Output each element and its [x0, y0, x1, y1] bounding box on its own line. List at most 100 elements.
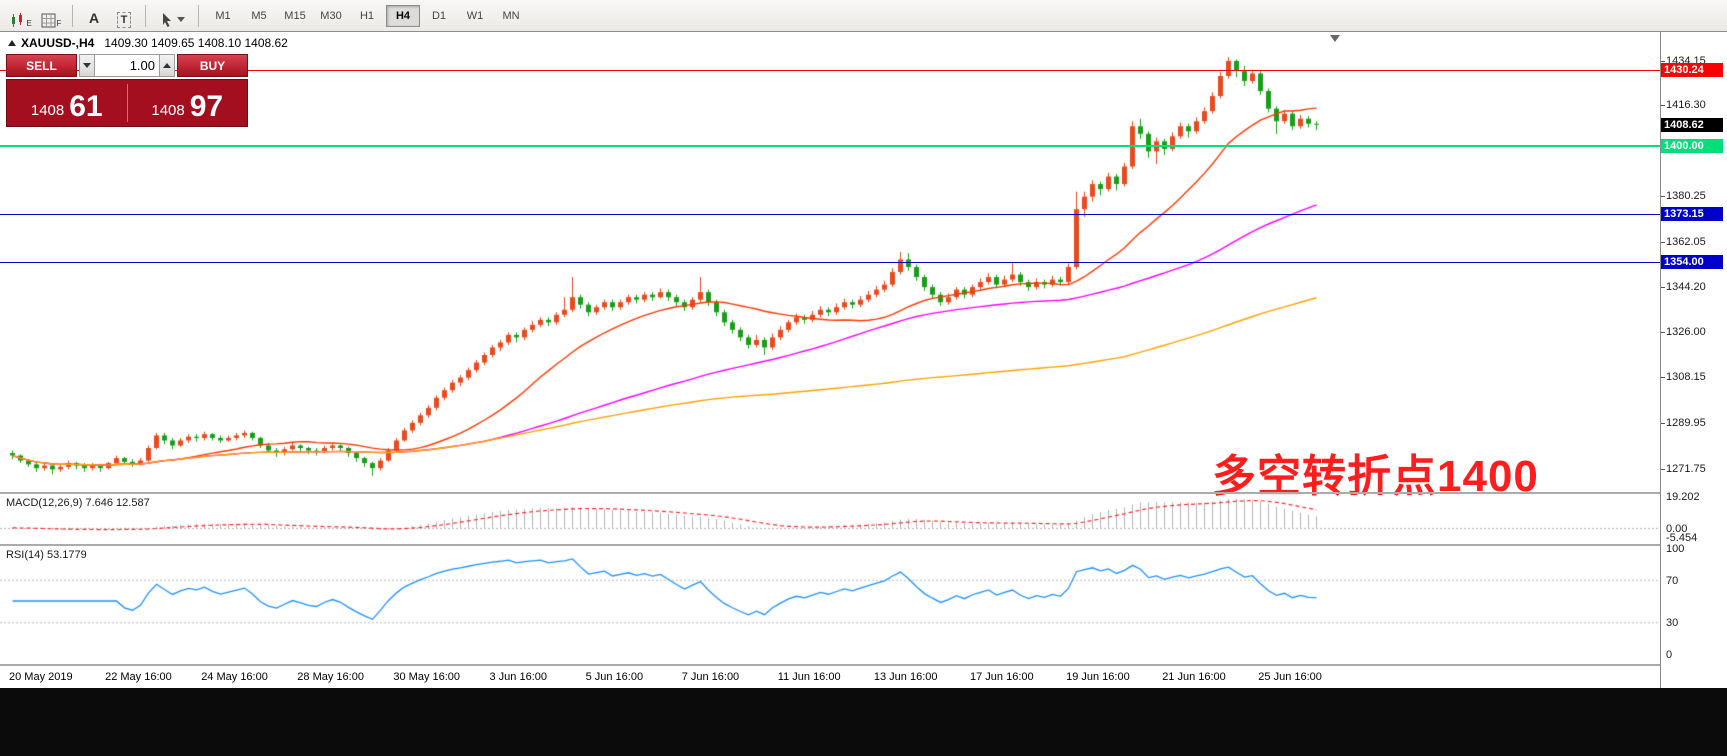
price-tick-label: 1308.15	[1666, 371, 1706, 384]
rsi-label: RSI(14) 53.1779	[6, 549, 87, 561]
macd-label: MACD(12,26,9) 7.646 12.587	[6, 497, 150, 509]
timeframe-mn[interactable]: MN	[502, 9, 520, 22]
horizontal-levels-layer	[0, 32, 1660, 492]
time-label: 13 Jun 16:00	[873, 671, 938, 683]
timeframe-m15[interactable]: M15	[284, 9, 306, 22]
timeframe-h4[interactable]: H4	[386, 4, 420, 27]
rsi-axis-label: 30	[1666, 617, 1679, 630]
macd-panel-canvas[interactable]	[0, 494, 1660, 544]
tick-mark	[1661, 286, 1665, 288]
timeframe-bar: M1 M5 M15 M30 H1 H4 D1 W1 MN	[205, 4, 529, 27]
support-line-1400[interactable]	[0, 145, 1660, 148]
panel-divider[interactable]	[0, 492, 1727, 494]
support-line-1373-badge: 1373.15	[1661, 206, 1723, 221]
grid-icon	[41, 13, 56, 27]
tick-mark	[1661, 332, 1665, 334]
volume-decrease-button[interactable]	[79, 54, 95, 77]
chart-shift-marker-icon[interactable]	[1330, 35, 1340, 42]
buy-button[interactable]: BUY	[176, 54, 248, 77]
price-tick-label: 1380.25	[1666, 190, 1706, 203]
label-tool-icon: T	[116, 11, 132, 28]
ohlc-values: 1409.30 1409.65 1408.10 1408.62	[104, 36, 288, 50]
sell-price-main: 1408	[30, 102, 65, 119]
arrow-up-icon	[162, 63, 171, 68]
toolbar-separator	[72, 4, 73, 27]
macd-axis-label: 19.202	[1666, 491, 1700, 503]
rsi-panel-canvas[interactable]	[0, 546, 1660, 664]
rsi-axis-label: 100	[1666, 543, 1685, 555]
timeframe-m30[interactable]: M30	[320, 9, 342, 22]
time-axis[interactable]: 20 May 2019 22 May 16:00 24 May 16:00 28 Ma…	[0, 666, 1660, 688]
arrow-down-icon	[83, 63, 91, 68]
tick-mark	[1661, 423, 1665, 424]
time-label: 7 Jun 16:00	[681, 671, 740, 683]
indicators-list-button[interactable]: F	[37, 4, 65, 28]
volume-input[interactable]	[95, 54, 160, 77]
buy-price-main: 1408	[151, 102, 185, 119]
one-click-toggle-icon[interactable]	[8, 40, 16, 46]
bid-price-badge: 1408.62	[1661, 117, 1723, 132]
window-bottom-strip	[0, 688, 1727, 756]
text-tool-button[interactable]: A	[80, 4, 108, 28]
symbol-label: XAUUSD-,H4	[21, 36, 95, 50]
candlestick-chart-icon	[12, 12, 23, 27]
tick-mark	[1661, 241, 1665, 243]
cursor-icon	[162, 12, 171, 27]
time-label: 28 May 16:00	[297, 671, 364, 683]
timeframe-m5[interactable]: M5	[251, 9, 267, 22]
symbol-header: XAUUSD-,H4 1409.30 1409.65 1408.10 1408.…	[8, 36, 288, 50]
timeframe-m1[interactable]: M1	[215, 9, 231, 22]
rsi-axis-label: 0	[1666, 649, 1673, 661]
panel-divider[interactable]	[0, 544, 1727, 546]
support-line-1373[interactable]	[0, 213, 1660, 215]
resistance-line-1430[interactable]	[0, 70, 1660, 72]
support-line-1354[interactable]	[0, 262, 1660, 263]
price-tick-label: 1362.05	[1666, 235, 1706, 248]
cursor-tool-button[interactable]	[153, 4, 191, 28]
buy-price[interactable]: 1408 97	[128, 80, 248, 126]
toolbar-separator	[145, 4, 146, 27]
sell-price-pips: 61	[69, 90, 103, 123]
time-label: 5 Jun 16:00	[585, 671, 644, 683]
timeframe-h1[interactable]: H1	[359, 9, 375, 22]
time-label: 21 Jun 16:00	[1162, 671, 1226, 683]
volume-increase-button[interactable]	[160, 54, 175, 77]
tick-mark	[1661, 468, 1665, 470]
buy-price-pips: 97	[189, 90, 224, 123]
support-line-1354-badge: 1354.00	[1661, 255, 1723, 269]
price-divider	[126, 84, 128, 122]
time-label: 24 May 16:00	[201, 671, 268, 683]
tick-mark	[1661, 105, 1665, 107]
price-tick-label: 1271.75	[1666, 462, 1706, 475]
rsi-axis-label: 70	[1666, 574, 1679, 587]
sell-price[interactable]: 1408 61	[7, 80, 127, 126]
sell-button[interactable]: SELL	[6, 54, 78, 77]
one-click-trading-panel: SELL BUY 1408 61 1408 97	[6, 54, 248, 127]
panel-divider	[0, 664, 1727, 666]
time-label: 20 May 2019	[9, 671, 73, 683]
text-tool-icon: A	[88, 9, 100, 26]
price-tick-label: 1344.20	[1666, 280, 1706, 293]
price-axis[interactable]: 1434.15 1416.30 1380.25 1362.05 1344.20 1326.…	[1660, 32, 1727, 688]
tick-mark	[1661, 196, 1665, 198]
charts-list-button[interactable]: E	[7, 4, 35, 28]
timeframe-w1[interactable]: W1	[466, 9, 484, 22]
timeframe-d1[interactable]: D1	[431, 9, 447, 22]
macd-axis-label: 0.00	[1666, 522, 1688, 535]
time-label: 11 Jun 16:00	[777, 671, 841, 683]
tick-mark	[1661, 60, 1665, 62]
time-label: 30 May 16:00	[393, 671, 461, 683]
bid-ask-display: 1408 61 1408 97	[6, 79, 248, 127]
price-tick-label: 1289.95	[1666, 417, 1706, 429]
macd-axis-label: -5.454	[1666, 532, 1698, 544]
toolbar-separator	[198, 4, 199, 27]
price-tick-label: 1326.00	[1666, 326, 1706, 339]
label-tool-button[interactable]: T	[110, 4, 138, 28]
indicators-sub-label: F	[56, 18, 62, 28]
charts-sub-label: E	[26, 18, 32, 28]
chevron-down-icon	[176, 16, 185, 22]
resistance-line-1430-badge: 1430.24	[1661, 63, 1723, 78]
price-tick-label: 1416.30	[1666, 99, 1706, 112]
time-label: 25 Jun 16:00	[1258, 671, 1322, 683]
